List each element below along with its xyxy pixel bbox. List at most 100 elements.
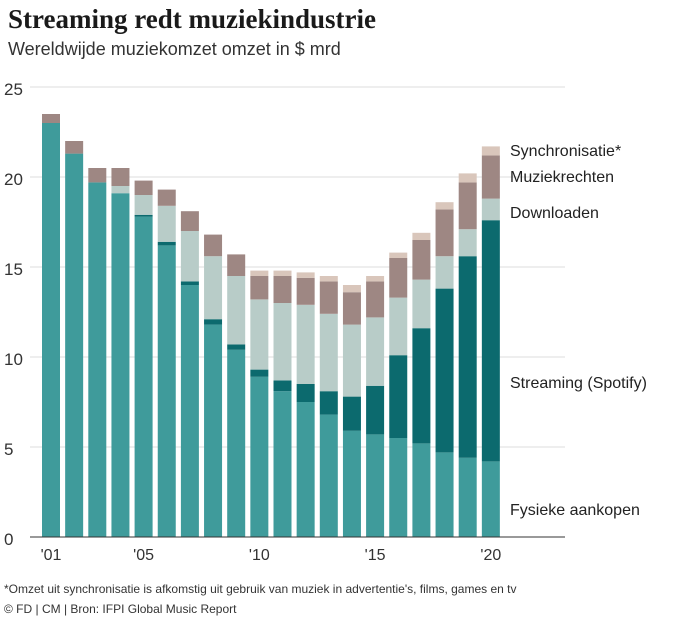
bar-segment [180, 285, 199, 537]
bar-segment [366, 434, 385, 537]
bar-segment [319, 276, 338, 282]
bar-segment [319, 391, 338, 415]
bar-segment [111, 193, 130, 537]
bar-segment [88, 168, 107, 183]
bar-segment [273, 303, 292, 381]
x-tick-label: '20 [480, 547, 501, 564]
bar-segment [273, 380, 292, 392]
bar-segment [296, 277, 315, 305]
bar-stack [227, 254, 246, 537]
bar-segment [458, 182, 477, 230]
bar-segment [389, 438, 408, 537]
bar-segment [273, 270, 292, 276]
bar-segment [250, 369, 269, 377]
bar-segment [273, 276, 292, 303]
bar-segment [204, 319, 223, 325]
bar-stack [389, 252, 408, 537]
chart-title: Streaming redt muziekindustrie [8, 4, 376, 34]
bar-segment [296, 304, 315, 384]
bar-stack [111, 168, 130, 537]
bar-segment [412, 232, 431, 240]
bar-segment [250, 376, 269, 537]
bar-stack [134, 180, 153, 537]
bar-segment [250, 299, 269, 370]
y-tick-label: 25 [4, 80, 23, 99]
legend-label: Muziekrechten [510, 169, 614, 186]
bar-segment [204, 256, 223, 320]
bar-segment [412, 328, 431, 444]
bar-segment [296, 402, 315, 537]
bar-stack [319, 276, 338, 537]
bar-segment [458, 457, 477, 537]
legend-label: Synchronisatie* [510, 143, 621, 160]
bar-stack [458, 173, 477, 537]
y-tick-label: 5 [4, 440, 13, 459]
bar-segment [204, 324, 223, 537]
legend-label: Fysieke aankopen [510, 502, 640, 519]
bar-stack [366, 276, 385, 537]
chart-subtitle: Wereldwijde muziekomzet omzet in $ mrd [8, 39, 341, 59]
bar-segment [435, 202, 454, 210]
bar-segment [134, 216, 153, 537]
bar-segment [111, 186, 130, 194]
bar-segment [65, 153, 84, 537]
bar-segment [389, 252, 408, 258]
bar-stack [342, 285, 361, 537]
bar-segment [366, 276, 385, 282]
bar-segment [481, 198, 500, 221]
bar-segment [342, 324, 361, 397]
bar-segment [273, 391, 292, 537]
bar-stack [273, 270, 292, 537]
bar-stack [88, 168, 107, 537]
bar-segment [366, 281, 385, 318]
x-tick-label: '05 [133, 547, 154, 564]
bar-segment [65, 141, 84, 154]
bar-segment [389, 355, 408, 438]
bar-segment [458, 173, 477, 183]
bar-segment [412, 279, 431, 329]
y-tick-label: 0 [4, 530, 13, 549]
y-tick-label: 20 [4, 170, 23, 189]
footnote: *Omzet uit synchronisatie is afkomstig u… [4, 582, 517, 596]
bar-segment [157, 205, 176, 242]
bar-segment [296, 384, 315, 402]
legend-label: Streaming (Spotify) [510, 375, 647, 392]
bar-segment [134, 195, 153, 215]
legend-label: Downloaden [510, 205, 599, 222]
legend-labels: Fysieke aankopen Streaming (Spotify) Downl… [510, 143, 647, 519]
bar-stack [42, 114, 60, 537]
bar-segment [42, 114, 60, 123]
bar-segment [366, 385, 385, 435]
y-tick-labels: 0 5 10 15 20 25 [4, 80, 23, 549]
bar-segment [366, 317, 385, 386]
bar-segment [227, 349, 246, 537]
bar-segment [458, 256, 477, 458]
bar-segment [412, 443, 431, 537]
bar-segment [134, 180, 153, 195]
bar-segment [227, 344, 246, 350]
bar-segment [157, 245, 176, 537]
bar-segment [342, 430, 361, 537]
bar-segment [389, 258, 408, 298]
bar-segment [227, 276, 246, 345]
bar-segment [250, 270, 269, 276]
bar-segment [481, 220, 500, 462]
bar-segment [435, 209, 454, 257]
bar-segment [296, 272, 315, 278]
bar-segment [204, 234, 223, 257]
bar-segment [111, 168, 130, 186]
bar-segment [42, 123, 60, 537]
bar-stack [435, 202, 454, 537]
bar-segment [180, 281, 199, 285]
bar-segment [319, 281, 338, 314]
bar-segment [458, 229, 477, 257]
bar-stack [481, 146, 500, 537]
bar-stack [204, 234, 223, 537]
bar-segment [435, 452, 454, 537]
bar-segment [342, 285, 361, 293]
bar-segment [412, 240, 431, 280]
x-tick-label: '10 [249, 547, 270, 564]
bar-segment [342, 396, 361, 431]
x-tick-label: '15 [365, 547, 386, 564]
